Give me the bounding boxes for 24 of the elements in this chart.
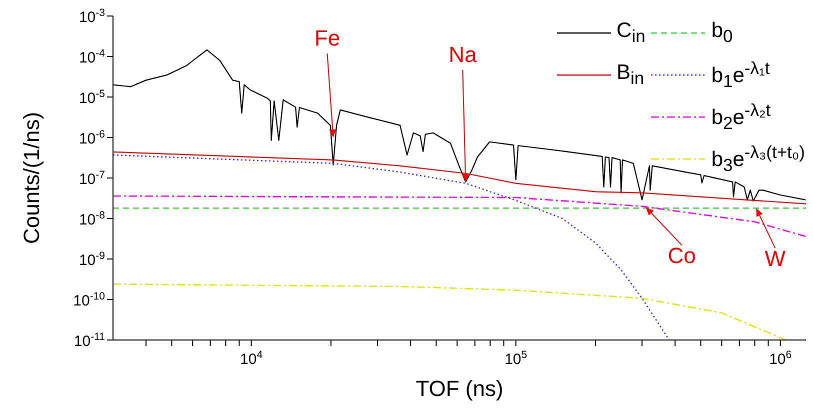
y-tick-label: 10$^{-5}$ bbox=[78, 88, 106, 107]
x-tick-label: 10$^{4}$ bbox=[240, 349, 263, 368]
annotation: Co bbox=[668, 243, 696, 268]
legend-label: b$_{0}$ bbox=[711, 18, 733, 48]
y-tick-label: 10$^{-9}$ bbox=[78, 250, 106, 269]
legend-label: B$_{in}$ bbox=[616, 60, 644, 90]
x-tick-label: 10$^{6}$ bbox=[769, 349, 792, 368]
x-axis-title: TOF (ns) bbox=[414, 376, 504, 402]
y-tick-label: 10$^{-6}$ bbox=[78, 128, 106, 148]
legend-label: b$_{1}$e$^{-λ₁t}$ bbox=[711, 58, 770, 92]
legend-label: b$_{3}$e$^{-λ₃(t+t₀)}$ bbox=[711, 142, 805, 176]
annotation: Na bbox=[448, 42, 478, 67]
annotation: Fe bbox=[314, 26, 340, 50]
y-tick-label: 10$^{-10}$ bbox=[73, 290, 106, 310]
y-tick-label: 10$^{-3}$ bbox=[78, 7, 106, 26]
legend-label: C$_{in}$ bbox=[616, 18, 646, 48]
y-tick-label: 10$^{-8}$ bbox=[78, 210, 106, 228]
y-tick-label: 10$^{-4}$ bbox=[78, 48, 106, 66]
y-tick-label: 10$^{-7}$ bbox=[78, 169, 106, 188]
x-tick-label: 10$^{5}$ bbox=[504, 349, 528, 368]
legend-label: b$_{2}$e$^{-λ₂t}$ bbox=[711, 100, 771, 134]
y-axis-title: Counts/(1/ns) bbox=[19, 112, 45, 244]
y-tick-label: 10$^{-11}$ bbox=[74, 331, 106, 350]
annotation: W bbox=[764, 246, 786, 272]
